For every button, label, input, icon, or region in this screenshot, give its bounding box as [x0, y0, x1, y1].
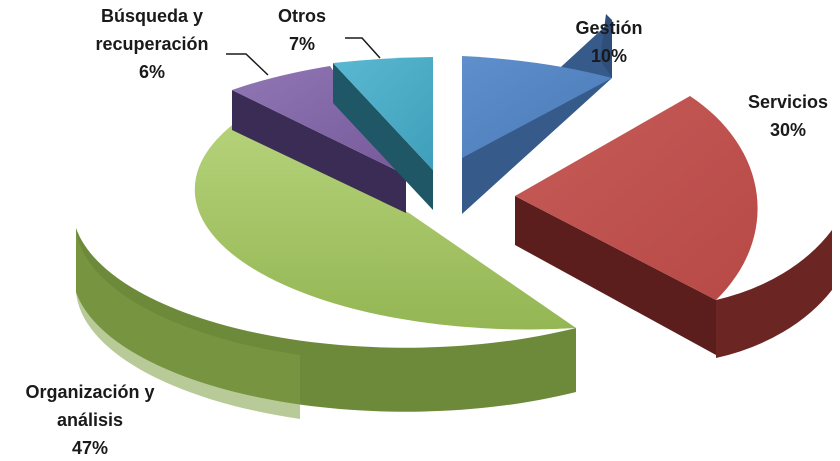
slice-gestion-top	[462, 56, 612, 158]
slice-servicios-top	[515, 96, 758, 300]
label-servicios: Servicios	[748, 92, 828, 112]
slice-busqueda	[232, 66, 406, 213]
slice-gestion-side-outer	[600, 14, 612, 78]
slice-busqueda-top	[232, 66, 406, 175]
label-busqueda-line1: Búsqueda y	[101, 6, 203, 26]
slice-otros-top	[333, 57, 433, 170]
label-organizacion-line1: Organización y	[25, 382, 154, 402]
slice-organizacion-side-shade	[76, 228, 300, 419]
slice-servicios	[515, 96, 832, 358]
leader-line-busqueda	[226, 53, 269, 76]
value-servicios: 30%	[770, 120, 806, 140]
value-gestion: 10%	[591, 46, 627, 66]
value-busqueda: 6%	[139, 62, 165, 82]
label-organizacion-line2: análisis	[57, 410, 123, 430]
slice-servicios-side-outer	[716, 230, 832, 358]
leader-line-otros	[345, 37, 381, 59]
slice-organizacion	[76, 122, 576, 419]
slice-otros-side	[333, 63, 433, 210]
label-otros: Otros	[278, 6, 326, 26]
label-busqueda-line2: recuperación	[95, 34, 208, 54]
slice-gestion	[462, 14, 612, 214]
value-organizacion: 47%	[72, 438, 108, 458]
slice-organizacion-top	[194, 122, 576, 330]
slice-servicios-side	[515, 196, 716, 355]
label-gestion: Gestión	[575, 18, 642, 38]
slice-busqueda-side	[232, 90, 406, 213]
value-otros: 7%	[289, 34, 315, 54]
slice-otros	[333, 57, 433, 210]
